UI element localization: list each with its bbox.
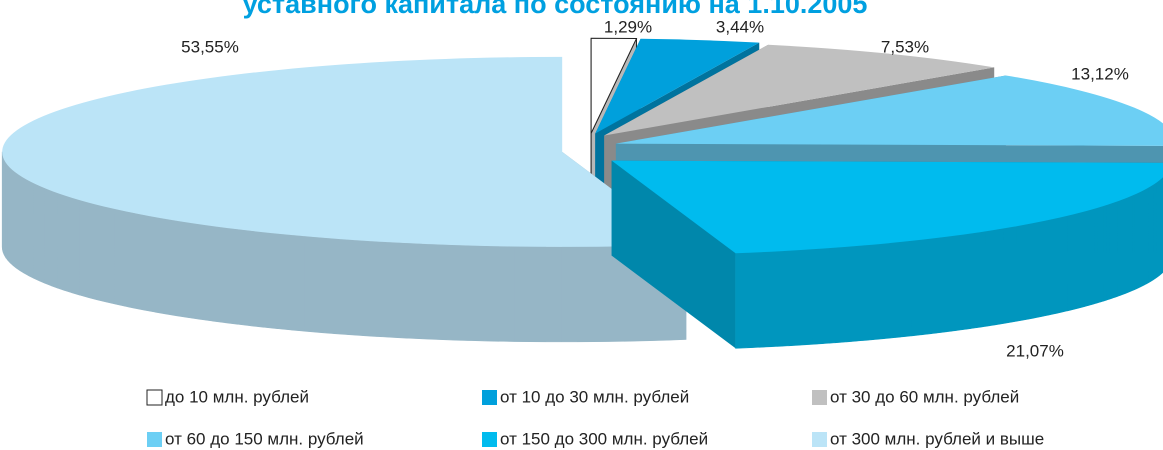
legend-label: от 30 до 60 млн. рублей bbox=[830, 387, 1019, 406]
slice-side bbox=[1, 151, 687, 343]
legend-swatch bbox=[146, 389, 163, 406]
legend-label: от 10 до 30 млн. рублей bbox=[500, 387, 689, 406]
slice-wall bbox=[611, 160, 736, 349]
legend-swatch bbox=[482, 390, 497, 405]
legend-label: от 60 до 150 млн. рублей bbox=[165, 429, 364, 448]
chart-title: уставного капитала по состоянию на 1.10.… bbox=[243, 0, 868, 19]
legend-label: до 10 млн. рублей bbox=[165, 387, 309, 406]
legend-label: от 300 млн. рублей и выше bbox=[830, 429, 1044, 448]
legend-swatch bbox=[147, 432, 162, 447]
data-label: 53,55% bbox=[181, 37, 239, 56]
slice bbox=[604, 44, 995, 136]
legend-label: от 150 до 300 млн. рублей bbox=[500, 429, 708, 448]
data-label: 21,07% bbox=[1006, 341, 1064, 360]
slice bbox=[615, 75, 1163, 146]
slice bbox=[590, 37, 638, 134]
slice bbox=[611, 160, 1163, 254]
legend-swatch bbox=[812, 390, 827, 405]
legend-swatch bbox=[812, 432, 827, 447]
slice bbox=[2, 56, 687, 247]
legend-swatch bbox=[482, 432, 497, 447]
data-label: 7,53% bbox=[881, 37, 929, 56]
data-label: 1,29% bbox=[604, 17, 652, 36]
data-label: 13,12% bbox=[1071, 64, 1129, 83]
data-label: 3,44% bbox=[716, 17, 764, 36]
slice bbox=[595, 38, 760, 134]
